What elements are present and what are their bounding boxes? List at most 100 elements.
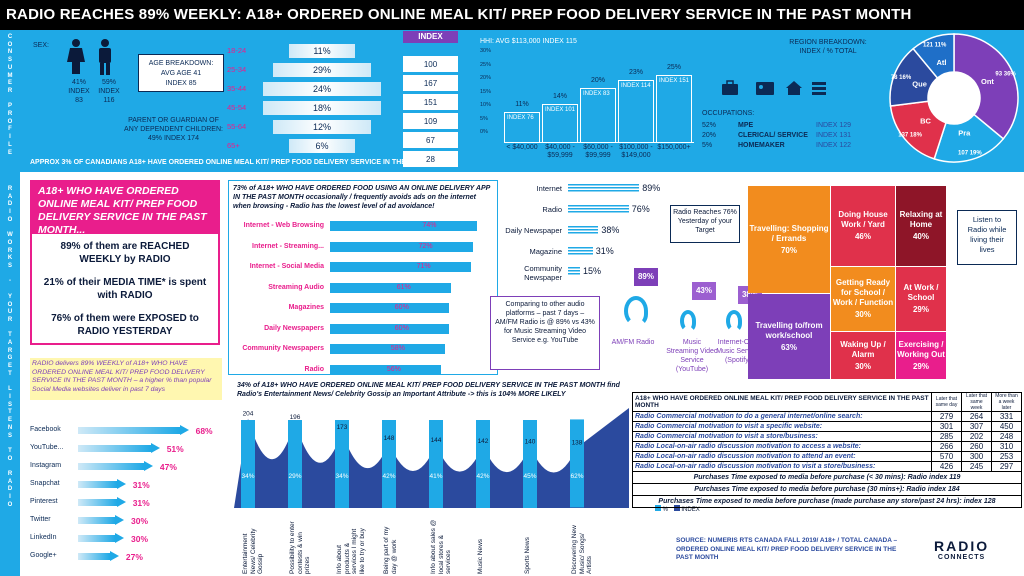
social-label: Twitter	[30, 516, 51, 523]
occupation-pct: 52%	[702, 122, 717, 129]
treemap-label: Doing House Work / Yard	[838, 210, 888, 229]
region-value-label: 93 36%	[995, 72, 1016, 78]
media-bar	[568, 267, 580, 276]
strip-letter: E	[7, 80, 12, 87]
media-pct: 31%	[595, 246, 614, 256]
audio-platform-label: Music Streaming Video Service (YouTube)	[666, 339, 718, 373]
treemap-pct: 29%	[912, 305, 929, 314]
region-value-label: 121 11%	[923, 42, 947, 48]
treemap-pct: 40%	[912, 232, 929, 241]
ad-avoid-bar: 60%	[330, 323, 449, 334]
age-box-index: INDEX 85	[165, 80, 197, 87]
row-label: Radio Local-on-air radio discussion moti…	[632, 461, 932, 472]
pct-bar	[570, 419, 584, 508]
strip-letter: R	[7, 347, 13, 354]
combo-legend: % INDEX	[655, 505, 700, 513]
treemap-label: Relaxing at Home	[899, 210, 943, 229]
hhi-category: $100,000 - $149,000	[619, 144, 653, 159]
strip-letter: U	[7, 309, 13, 316]
age-range-label: 35-44	[227, 84, 247, 93]
pct-label: 34%	[335, 473, 348, 480]
ad-avoid-label: Daily Newspapers	[264, 324, 324, 332]
strip-letter: O	[7, 501, 13, 508]
treemap-cell: Waking Up / Alarm 30%	[831, 332, 895, 379]
treemap-cell: Doing House Work / Yard 46%	[831, 186, 895, 266]
strip-letter: I	[9, 134, 11, 141]
age-index-cell: 167	[403, 75, 458, 92]
hhi-baseline	[504, 142, 694, 143]
ad-avoid-bar: 61%	[330, 282, 451, 293]
occupation-name: CLERICAL/ SERVICE	[738, 132, 808, 139]
social-pct: 31%	[132, 498, 150, 508]
consumer-profile-section: SEX: 41% INDEX 83 59% INDEX 116 AGE BREA…	[20, 30, 1024, 172]
strip-letter: I	[9, 393, 11, 400]
table-footnotes: Purchases Time exposed to media before p…	[632, 472, 1022, 508]
social-arrow	[78, 481, 117, 488]
col-same-day: Later that same day	[931, 392, 962, 412]
social-label: LinkedIn	[30, 534, 57, 541]
strip-letter: C	[7, 34, 13, 40]
index-label: 173	[337, 424, 348, 431]
row-value: 264	[961, 411, 992, 422]
strip-letter: T	[8, 447, 12, 454]
social-pct: 51%	[166, 444, 184, 454]
treemap-pct: 63%	[780, 342, 797, 352]
audio-compare-box: Comparing to other audio platforms – pas…	[490, 296, 600, 370]
ad-avoid-label: Internet - Streaming...	[252, 242, 324, 250]
strip-letter: S	[7, 57, 12, 64]
age-range-label: 45-54	[227, 103, 247, 112]
region-name-label: Atl	[936, 58, 946, 67]
female-icon	[67, 39, 85, 74]
row-value: 450	[991, 421, 1022, 432]
briefcase-icon	[722, 80, 738, 95]
table-row: Radio Local-on-air radio discussion moti…	[632, 451, 1022, 462]
social-pct: 30%	[131, 534, 149, 544]
strip-letter: P	[7, 103, 12, 110]
region-subtitle: INDEX / % TOTAL	[799, 48, 857, 55]
arrow-head	[143, 461, 153, 471]
strip-letter: T	[8, 409, 12, 416]
media-bar	[568, 247, 593, 256]
treemap-label: Exercising / Working Out	[897, 339, 945, 359]
row-label: Radio Commercial motivation to do a gene…	[632, 411, 932, 422]
combo-text: 34% of A18+ WHO HAVE ORDERED ONLINE MEAL…	[234, 378, 624, 418]
table-row: Radio Local-on-air radio discussion moti…	[632, 441, 1022, 452]
exposed-yesterday-text: 76% of them were EXPOSED to RADIO YESTER…	[51, 313, 199, 337]
strip-letter: R	[7, 111, 13, 118]
ad-avoidance-panel: 73% of A18+ WHO HAVE ORDERED FOOD USING …	[228, 180, 498, 375]
table-header: A18+ WHO HAVE ORDERED ONLINE MEAL KIT/ P…	[632, 392, 932, 412]
strip-letter: O	[7, 216, 13, 223]
sex-label: SEX:	[33, 42, 49, 49]
strip-letter: E	[7, 417, 12, 424]
pct-bar	[523, 420, 537, 508]
ad-avoid-label: Streaming Audio	[268, 283, 324, 291]
occupations-title: OCCUPATIONS:	[702, 110, 755, 117]
strip-letter	[0, 379, 20, 387]
strip-letter: O	[7, 41, 13, 48]
strip-letter: N	[7, 49, 13, 56]
pct-bar	[335, 420, 349, 508]
age-box-title: AGE BREAKDOWN:	[148, 60, 214, 67]
pct-label: 42%	[476, 473, 489, 480]
occupation-index: INDEX 122	[816, 142, 852, 149]
strip-letter: A	[7, 478, 13, 485]
pct-label: 45%	[523, 473, 536, 480]
parent-line2: ANY DEPENDENT CHILDREN:	[124, 126, 223, 133]
region-name-label: Pra	[958, 129, 971, 138]
strip-letter: W	[7, 232, 13, 239]
hhi-ytick: 25%	[480, 61, 492, 68]
row-value: 301	[931, 421, 962, 432]
row-label: Radio Commercial motivation to visit a s…	[632, 431, 932, 442]
motivation-table: A18+ WHO HAVE ORDERED ONLINE MEAL KIT/ P…	[632, 392, 1022, 508]
strip-letter: S	[7, 401, 12, 408]
hhi-category: $150,000+	[657, 144, 691, 151]
media-label: Magazine	[529, 247, 562, 256]
media-pct: 76%	[631, 204, 650, 214]
approx-text: APPROX 3% OF CANADIANS A18+ HAVE ORDERED…	[30, 159, 454, 166]
strip-letter: U	[7, 64, 13, 71]
social-arrow	[78, 463, 144, 470]
occupation-name: HOMEMAKER	[738, 142, 785, 149]
male-stats: 59% INDEX 116	[94, 78, 124, 105]
age-funnel-row: 11%	[289, 44, 355, 58]
row-value: 426	[931, 461, 962, 472]
